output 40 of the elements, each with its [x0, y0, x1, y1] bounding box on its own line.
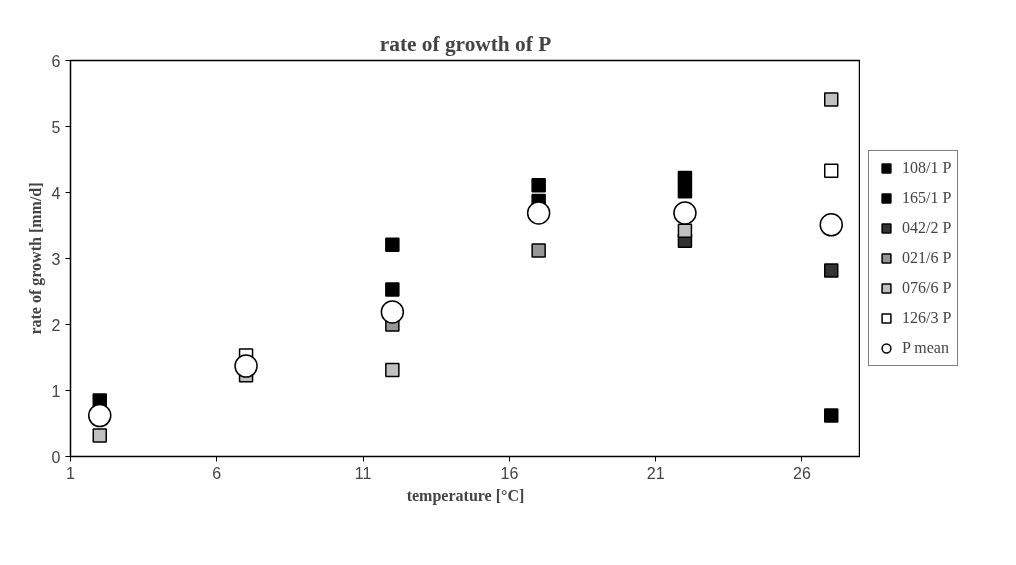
legend-label: 042/2 P: [902, 219, 952, 237]
point: [823, 163, 839, 178]
y-tick-label: 1: [51, 382, 61, 400]
point: [819, 213, 843, 237]
y-tick-label: 2: [51, 316, 61, 334]
point: [526, 201, 551, 225]
point: [823, 92, 839, 107]
point: [234, 354, 258, 378]
point: [88, 403, 112, 428]
legend-label: 021/6 P: [902, 249, 952, 267]
point: [677, 223, 693, 239]
point: [677, 183, 693, 199]
point: [531, 177, 546, 193]
legend-label: 165/1 P: [902, 189, 952, 207]
legend-label: 108/1 P: [902, 159, 952, 177]
x-tick-label: 11: [354, 464, 372, 482]
y-axis-title: rate of growth [mm/d]: [26, 182, 45, 335]
x-axis-title: temperature [°C]: [406, 486, 525, 505]
point: [385, 282, 400, 297]
x-tick-label: 1: [66, 464, 76, 482]
point: [380, 300, 405, 324]
legend-label: 126/3 P: [902, 309, 952, 327]
y-tick-label: 0: [51, 448, 61, 466]
legend-label: 076/6 P: [902, 279, 952, 297]
point: [823, 408, 839, 423]
y-tick-label: 3: [51, 250, 61, 268]
x-tick-label: 26: [793, 464, 811, 482]
point: [385, 362, 400, 378]
y-tick-label: 4: [51, 184, 61, 202]
y-tick-label: 6: [51, 52, 61, 70]
point: [823, 263, 839, 278]
chart-title: rate of growth of P: [379, 31, 552, 56]
x-tick-label: 21: [646, 464, 665, 482]
y-tick-label: 5: [51, 118, 61, 136]
point: [92, 428, 108, 443]
legend-label: P mean: [902, 339, 949, 357]
x-tick-label: 16: [500, 464, 519, 482]
x-tick-label: 6: [212, 464, 222, 482]
point: [531, 243, 546, 258]
point: [385, 237, 400, 252]
